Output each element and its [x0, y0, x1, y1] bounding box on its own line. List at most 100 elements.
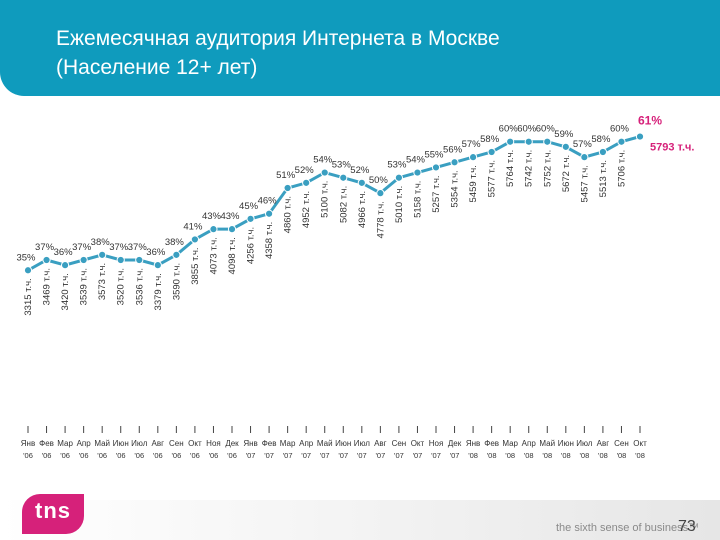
month-label-1: Фев: [39, 439, 54, 448]
year-label-15: '07: [301, 451, 311, 460]
data-point-17: [339, 173, 348, 182]
month-label-3: Апр: [77, 439, 92, 448]
month-label-28: Май: [539, 439, 555, 448]
year-label-2: '06: [60, 451, 70, 460]
year-label-14: '07: [283, 451, 293, 460]
year-label-17: '07: [338, 451, 348, 460]
year-label-9: '06: [190, 451, 200, 460]
month-label-2: Мар: [57, 439, 73, 448]
year-label-22: '07: [431, 451, 441, 460]
audience-label-7: 3379 т.ч.: [153, 273, 164, 310]
value-label-0: 35%: [16, 252, 36, 263]
data-point-4: [98, 250, 107, 259]
value-label-32: 60%: [610, 124, 630, 135]
value-label-30: 57%: [573, 139, 593, 150]
data-point-2: [60, 261, 70, 270]
audience-label-25: 5577 т.ч.: [487, 160, 498, 197]
audience-label-9: 3855 т.ч.: [190, 247, 201, 284]
year-label-6: '06: [134, 451, 144, 460]
year-label-29: '08: [561, 451, 571, 460]
data-point-21: [413, 168, 422, 177]
series-line: [27, 135, 641, 272]
audience-label-3: 3539 т.ч.: [79, 268, 90, 305]
audience-label-27: 5742 т.ч.: [524, 150, 535, 187]
month-label-25: Фев: [484, 439, 499, 448]
title-line-2: (Население 12+ лет): [56, 56, 258, 79]
audience-label-29: 5672 т.ч.: [561, 155, 572, 192]
month-label-32: Сен: [614, 439, 629, 448]
header-band: Ежемесячная аудитория Интернета в Москве…: [0, 0, 720, 96]
value-label-5: 37%: [109, 242, 129, 253]
year-label-18: '07: [357, 451, 367, 460]
month-label-33: Окт: [633, 439, 647, 448]
data-point-15: [302, 178, 311, 187]
month-label-19: Авг: [374, 439, 387, 448]
month-label-13: Фев: [262, 439, 277, 448]
value-label-11: 43%: [220, 211, 240, 222]
audience-label-22: 5257 т.ч.: [431, 175, 442, 212]
data-point-28: [543, 137, 552, 146]
value-label-13: 46%: [258, 196, 278, 207]
value-label-21: 54%: [406, 155, 426, 166]
month-label-23: Дек: [448, 439, 462, 448]
month-label-21: Окт: [411, 439, 425, 448]
data-point-30: [580, 153, 589, 162]
year-label-23: '07: [450, 451, 460, 460]
value-label-24: 57%: [462, 139, 482, 150]
value-label-27: 60%: [517, 124, 537, 135]
value-label-17: 53%: [332, 160, 352, 171]
year-label-19: '07: [375, 451, 385, 460]
audience-label-10: 4073 т.ч.: [208, 237, 219, 274]
value-label-1: 37%: [35, 242, 55, 253]
data-point-16: [320, 168, 329, 177]
value-label-33: 61%: [638, 114, 662, 128]
month-label-7: Авг: [152, 439, 165, 448]
value-label-25: 58%: [480, 134, 500, 145]
data-point-14: [283, 183, 292, 193]
year-label-21: '07: [413, 451, 423, 460]
data-point-24: [468, 153, 478, 162]
audience-label-0: 3315 т.ч.: [23, 278, 34, 315]
data-point-8: [172, 250, 181, 259]
month-label-8: Сен: [169, 439, 184, 448]
data-point-25: [487, 147, 496, 157]
year-label-10: '06: [209, 451, 219, 460]
data-point-23: [450, 158, 459, 167]
audience-label-21: 5158 т.ч.: [412, 181, 423, 218]
month-label-4: Май: [94, 439, 110, 448]
year-label-11: '06: [227, 451, 237, 460]
year-label-26: '08: [505, 451, 515, 460]
year-label-1: '06: [42, 451, 52, 460]
value-label-7: 36%: [146, 247, 166, 258]
audience-label-16: 5100 т.ч.: [320, 181, 331, 218]
year-label-5: '06: [116, 451, 126, 460]
value-label-4: 38%: [91, 237, 111, 248]
year-label-12: '07: [246, 451, 256, 460]
year-label-7: '06: [153, 451, 163, 460]
page-title: Ежемесячная аудитория Интернета в Москве…: [56, 24, 500, 82]
year-label-8: '06: [171, 451, 181, 460]
data-point-19: [376, 189, 385, 198]
year-label-13: '07: [264, 451, 274, 460]
data-point-3: [79, 255, 88, 265]
data-point-22: [431, 163, 441, 172]
month-label-9: Окт: [188, 439, 202, 448]
month-label-10: Ноя: [206, 439, 221, 448]
month-label-11: Дек: [225, 439, 239, 448]
data-point-10: [209, 225, 218, 234]
slogan: the sixth sense of business™: [556, 522, 700, 534]
tns-logo-text: tns: [35, 498, 71, 523]
data-point-32: [617, 137, 626, 146]
value-label-2: 36%: [54, 247, 74, 258]
audience-label-2: 3420 т.ч.: [60, 273, 71, 310]
audience-label-31: 5513 т.ч.: [598, 160, 609, 197]
data-point-18: [357, 178, 366, 187]
value-label-16: 54%: [313, 155, 333, 166]
data-point-6: [135, 255, 144, 265]
year-label-25: '08: [487, 451, 497, 460]
data-point-33: [635, 132, 645, 141]
audience-label-32: 5706 т.ч.: [616, 150, 627, 187]
month-label-18: Июл: [354, 439, 371, 448]
value-label-28: 60%: [536, 124, 556, 135]
